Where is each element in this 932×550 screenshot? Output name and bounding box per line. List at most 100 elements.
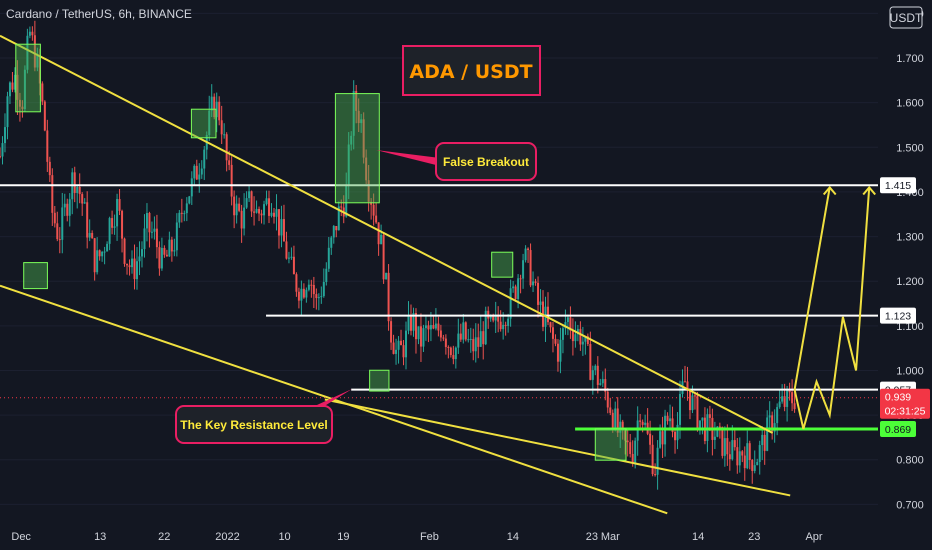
symbol-label: Cardano / TetherUS, 6h, BINANCE [6, 7, 192, 21]
x-tick-label: 13 [94, 531, 106, 543]
candle-body [160, 247, 163, 269]
candle-body [601, 379, 604, 384]
x-tick-label: 14 [507, 531, 519, 543]
x-tick-label: 10 [278, 531, 290, 543]
y-tick-label: 1.300 [896, 232, 924, 244]
level-tag-label: 0.869 [885, 424, 911, 436]
candle-body [377, 222, 380, 245]
candle-body [138, 256, 141, 262]
candle-body [464, 322, 467, 340]
candle-body [93, 238, 96, 273]
candle-body [228, 160, 231, 165]
x-axis-ticks: Dec 13 22 2022 10 19 Feb 14 23 Mar 14 23 Apr [11, 531, 823, 543]
x-tick-label: 14 [692, 531, 704, 543]
candle-body [380, 234, 383, 245]
candle-body [68, 199, 71, 216]
candle-body [277, 209, 280, 236]
candle-body [462, 322, 465, 340]
candle-body [527, 248, 530, 251]
candle-body [295, 274, 298, 292]
level-tag [880, 420, 916, 437]
candle-body [350, 135, 353, 145]
projection-path [793, 185, 876, 430]
candle-body [693, 395, 696, 397]
candle-body [748, 443, 751, 460]
candle-body [250, 191, 253, 212]
candle-body [459, 333, 462, 340]
candle-body [315, 294, 318, 299]
candle-body [58, 239, 61, 241]
candle-body [621, 421, 624, 429]
x-tick-label: 23 [748, 531, 760, 543]
candle-body [332, 226, 335, 238]
candle-body [86, 202, 89, 238]
candle-body [392, 342, 395, 354]
candle-body [123, 238, 126, 264]
candle-body [258, 208, 261, 214]
candle-body [270, 212, 273, 216]
candle-body [31, 31, 34, 36]
candle-body [297, 291, 300, 301]
candle-body [502, 324, 505, 330]
candle-body [275, 209, 278, 217]
false-breakout-label: False Breakout [443, 155, 529, 169]
candle-body [669, 418, 672, 422]
candle-body [713, 436, 716, 440]
candle-body [375, 215, 378, 223]
candle-body [126, 263, 129, 266]
candle-body [322, 281, 325, 297]
candle-body [165, 254, 168, 257]
highlight-box [23, 262, 48, 290]
candle-body [220, 120, 223, 135]
candle-body [472, 338, 475, 352]
candle-body [198, 174, 201, 180]
candle-body [91, 232, 94, 239]
candle-body [365, 157, 368, 181]
candle-body [170, 239, 173, 252]
candle-body [208, 110, 211, 136]
candle-body [514, 286, 517, 299]
candle-body [688, 390, 691, 411]
candle-body [641, 421, 644, 425]
candle-body [36, 55, 39, 68]
candle-body [616, 408, 619, 433]
currency-badge[interactable] [889, 6, 923, 29]
candle-body [437, 323, 440, 331]
candle-body [225, 134, 228, 161]
candle-body [519, 278, 522, 280]
candle-body [73, 172, 76, 193]
price-scale[interactable] [878, 0, 932, 550]
candle-body [385, 272, 388, 280]
candle-body [18, 99, 21, 107]
y-tick-label: 0.700 [896, 499, 924, 511]
candle-body [280, 219, 283, 236]
candle-body [263, 204, 266, 216]
candle-body [728, 454, 731, 460]
false-breakout-callout [435, 142, 537, 181]
time-scale[interactable] [0, 520, 932, 550]
candle-body [751, 459, 754, 471]
candle-body [233, 196, 236, 216]
y-tick-label: 1.500 [896, 142, 924, 154]
candle-body [135, 261, 138, 280]
candle-body [33, 35, 36, 68]
candle-body [0, 156, 1, 158]
candle-body [367, 180, 370, 202]
candle-body [651, 444, 654, 475]
candle-body [121, 210, 124, 239]
candle-body [561, 328, 564, 340]
candle-body [606, 391, 609, 408]
candle-body [746, 443, 749, 469]
candle-body [76, 186, 79, 193]
candle-body [492, 315, 495, 321]
level-tag [880, 307, 916, 324]
candle-body [579, 328, 582, 345]
candle-body [529, 250, 532, 286]
candle-body [292, 256, 295, 275]
candle-body [8, 82, 11, 97]
candle-body [372, 204, 375, 216]
candle-body [741, 451, 744, 456]
candle-body [26, 35, 29, 70]
candle-body [148, 213, 151, 233]
